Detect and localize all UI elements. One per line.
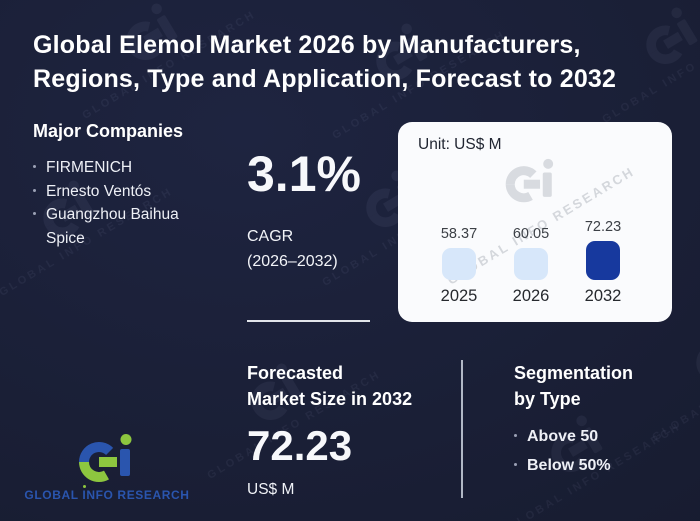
- cagr-section: 3.1% CAGR (2026–2032): [247, 148, 397, 274]
- brand-word: GLOBAL: [24, 488, 79, 502]
- brand-glyph-watermark-icon: [502, 158, 560, 205]
- page-title: Global Elemol Market 2026 by Manufacture…: [33, 28, 683, 96]
- cagr-label: CAGR (2026–2032): [247, 224, 397, 274]
- global-info-research-logo-icon: [75, 433, 139, 485]
- bar-value-label: 60.05: [512, 226, 550, 242]
- segmentation-list: Above 50 Below 50%: [514, 426, 689, 484]
- bar: [514, 248, 548, 280]
- bar-value-label: 58.37: [440, 226, 478, 242]
- segmentation-heading-line-1: Segmentation: [514, 363, 634, 383]
- bar-value-label: 72.23: [584, 219, 622, 235]
- list-item: Above 50: [514, 426, 689, 455]
- forecast-value: 72.23: [247, 422, 353, 469]
- bar: [442, 248, 476, 280]
- bar-column: 58.37 2025: [423, 219, 495, 306]
- bar: [586, 241, 620, 280]
- forecast-heading-line-1: Forecasted: [247, 363, 344, 383]
- horizontal-divider: [247, 320, 370, 322]
- list-item: Below 50%: [514, 455, 689, 484]
- vertical-divider: [461, 360, 463, 498]
- major-companies-list: FIRMENICH Ernesto Ventós Guangzhou Baihu…: [33, 156, 203, 250]
- forecast-heading: Forecasted Market Size in 2032: [247, 360, 447, 412]
- bar-chart: 58.37 2025 60.05 2026 72.23 2032: [423, 219, 639, 306]
- chart-unit-label: Unit: US$ M: [418, 136, 502, 153]
- segmentation-section: Segmentation by Type Above 50 Below 50%: [514, 360, 689, 484]
- major-companies-heading: Major Companies: [33, 121, 184, 141]
- bar-category-label: 2032: [584, 287, 622, 305]
- bar-column: 60.05 2026: [495, 219, 567, 306]
- forecast-section: Forecasted Market Size in 2032 72.23 US$…: [247, 360, 447, 499]
- brand-word: INFO: [82, 488, 114, 502]
- forecast-heading-line-2: Market Size in 2032: [247, 389, 413, 409]
- brand-name: GLOBAL INFO RESEARCH: [24, 488, 189, 502]
- segmentation-heading-line-2: by Type: [514, 389, 581, 409]
- bar-category-label: 2026: [512, 287, 550, 305]
- cagr-value: 3.1%: [247, 146, 361, 202]
- cagr-period: (2026–2032): [247, 253, 338, 270]
- title-line-1: Global Elemol Market 2026 by Manufacture…: [33, 31, 581, 59]
- market-size-chart-card: GLOBAL INFO RESEARCH Unit: US$ M 58.37 20…: [398, 122, 672, 322]
- major-companies-section: Major Companies FIRMENICH Ernesto Ventós…: [33, 120, 203, 250]
- brand-logo: GLOBAL INFO RESEARCH: [24, 433, 189, 502]
- list-item: FIRMENICH: [33, 156, 203, 180]
- cagr-label-text: CAGR: [247, 228, 294, 245]
- list-item: Guangzhou Baihua Spice: [33, 203, 203, 250]
- title-line-2: Regions, Type and Application, Forecast …: [33, 65, 617, 93]
- segmentation-heading: Segmentation by Type: [514, 360, 689, 412]
- bar-category-label: 2025: [440, 287, 478, 305]
- list-item: Ernesto Ventós: [33, 180, 203, 204]
- brand-word: RESEARCH: [117, 488, 190, 502]
- forecast-unit: US$ M: [247, 481, 295, 498]
- bar-column: 72.23 2032: [567, 219, 639, 306]
